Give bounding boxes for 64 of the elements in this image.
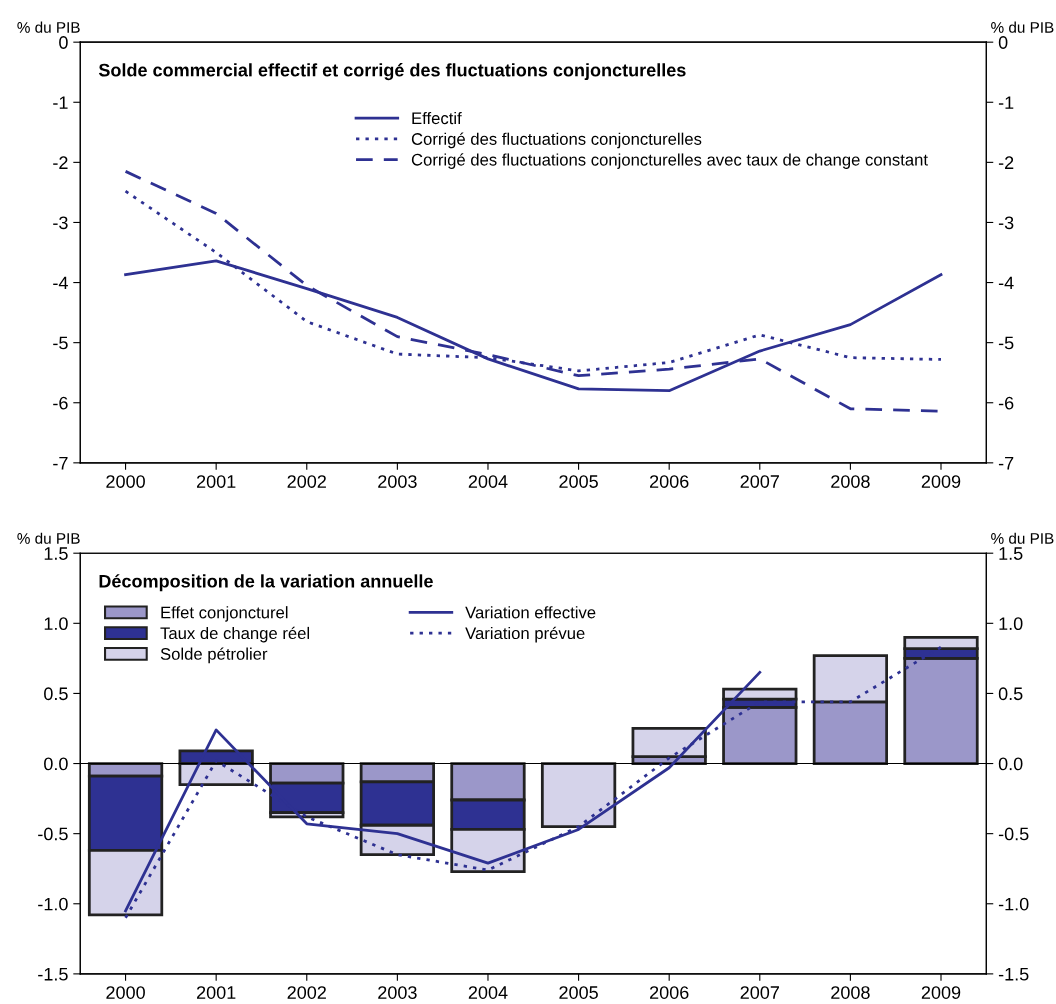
x-tick-label: 2004 [468, 986, 508, 999]
legend-label: Variation prévue [465, 626, 585, 643]
legend-label: Taux de change réel [160, 626, 310, 643]
x-tick-label: 2009 [921, 475, 961, 488]
y-tick-label: -1 [53, 96, 68, 109]
y-tick-label: -2 [53, 156, 68, 169]
x-tick-label: 2008 [831, 986, 870, 999]
y-axis-title: % du PIB [17, 532, 80, 544]
y2-tick-label: -2 [998, 156, 1014, 169]
y-tick-label: -1.5 [38, 968, 68, 981]
y-tick-label: 0 [59, 36, 68, 49]
legend-label: Effet conjoncturel [161, 606, 288, 622]
x-tick-label: 2003 [378, 986, 417, 999]
x-tick-label: 2007 [740, 475, 779, 488]
x-tick-label: 2005 [559, 475, 598, 488]
x-tick-label: 2002 [287, 475, 326, 488]
text: Solde commercial effectif et corrigé des fluctuations conjoncturelles [98, 63, 686, 81]
y-axis-title: % du PIB [17, 21, 80, 33]
y2-tick-label: 0.5 [998, 687, 1023, 701]
y2-tick-label: 1.5 [999, 547, 1023, 560]
x-tick-label: 2005 [559, 986, 598, 999]
y-tick-label: -1.0 [38, 897, 68, 911]
y2-tick-label: -4 [998, 276, 1014, 290]
y2-tick-label: 1.0 [999, 617, 1023, 631]
y-tick-label: -6 [53, 396, 68, 410]
x-tick-label: 2009 [921, 986, 961, 999]
legend-label: Variation effective [465, 606, 596, 619]
y2-tick-label: -1.5 [998, 968, 1029, 981]
x-tick-label: 2000 [106, 475, 145, 488]
x-tick-label: 2003 [378, 475, 417, 488]
y2-axis-title: % du PIB [991, 532, 1054, 544]
y2-axis-title: % du PIB [991, 21, 1054, 33]
y-tick-label: -0.5 [38, 827, 68, 841]
x-tick-label: 2004 [468, 475, 508, 488]
x-tick-label: 2007 [740, 986, 779, 999]
y2-tick-label: 0.0 [998, 757, 1023, 771]
y2-tick-label: -3 [998, 216, 1014, 230]
x-tick-label: 2006 [650, 986, 689, 999]
y-tick-label: -3 [53, 216, 68, 230]
x-tick-label: 2001 [196, 986, 236, 999]
y-tick-label: -5 [53, 336, 68, 350]
y2-tick-label: -6 [998, 396, 1014, 410]
legend-label: Corrigé des fluctuations conjoncturelles [411, 132, 702, 149]
y2-tick-label: -1.0 [998, 897, 1029, 911]
y-tick-label: 0.0 [44, 757, 68, 771]
y-tick-label: 1.5 [44, 547, 68, 560]
x-tick-label: 2002 [287, 986, 326, 999]
y2-tick-label: -5 [998, 336, 1014, 350]
x-tick-label: 2001 [196, 475, 236, 488]
legend-label: Solde pétrolier [160, 647, 268, 664]
y2-tick-label: -7 [998, 456, 1014, 470]
y-tick-label: -4 [53, 276, 68, 290]
y2-tick-label: -1 [998, 96, 1014, 109]
y-tick-label: 1.0 [44, 617, 68, 631]
y-tick-label: -7 [53, 456, 68, 470]
y2-tick-label: -0.5 [998, 827, 1029, 841]
legend-label: Effectif [412, 111, 462, 125]
x-tick-label: 2006 [650, 475, 689, 488]
y-tick-label: 0.5 [44, 687, 68, 701]
legend-label: Corrigé des fluctuations conjoncturelles avec taux de change constant [411, 153, 928, 169]
text: Décomposition de la variation annuelle [99, 574, 433, 592]
y2-tick-label: 0 [998, 36, 1008, 49]
x-tick-label: 2000 [106, 986, 145, 999]
x-tick-label: 2008 [831, 475, 870, 488]
